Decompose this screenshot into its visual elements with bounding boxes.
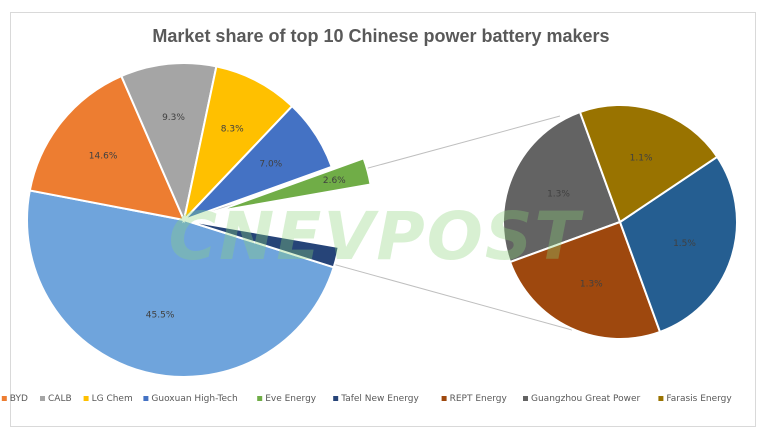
legend-swatch-farasis-energy bbox=[658, 396, 664, 401]
pie-slice-guoxuan-high-tech bbox=[183, 104, 333, 221]
legend-label-byd: BYD bbox=[10, 394, 28, 404]
pie-slice-tafel-new-energy bbox=[183, 219, 340, 269]
slice-label-calb: 9.3% bbox=[162, 113, 185, 123]
legend-label-tafel-new-energy: Tafel New Energy bbox=[340, 394, 419, 404]
pie-slice-catl bbox=[26, 189, 335, 378]
chart-title: Market share of top 10 Chinese power bat… bbox=[152, 26, 609, 46]
legend-swatch-eve-energy bbox=[257, 396, 263, 401]
legend-item-calb: CALB bbox=[40, 394, 72, 404]
secondary-label-other: 1.5% bbox=[673, 239, 696, 249]
pie-slice-byd bbox=[28, 74, 186, 222]
secondary-slice-other bbox=[618, 155, 738, 334]
secondary-slice-farasis-energy bbox=[578, 104, 719, 224]
legend-label-lg-chem: LG Chem bbox=[92, 394, 133, 404]
legend-swatch-tafel-new-energy bbox=[333, 396, 339, 401]
legend-label-rept-energy: REPT Energy bbox=[450, 394, 508, 404]
legend-item-tafel-new-energy: Tafel New Energy bbox=[333, 394, 419, 404]
legend-swatch-guoxuan-high-tech bbox=[143, 396, 149, 401]
slice-label-eve-energy: 2.6% bbox=[323, 176, 346, 186]
secondary-pie bbox=[502, 104, 738, 340]
legend-label-calb: CALB bbox=[48, 394, 72, 404]
main-pie bbox=[26, 62, 372, 378]
legend-label-guangzhou-great-power: Guangzhou Great Power bbox=[531, 394, 641, 404]
legend-item-rept-energy: REPT Energy bbox=[441, 394, 508, 404]
pie-slice-lg-chem bbox=[182, 65, 294, 224]
slice-labels: 45.5% 14.6% 9.3% 8.3% 7.0% 2.6% 1.3% 1.3% 1.5% 1.… bbox=[89, 113, 697, 320]
pie-slice-calb bbox=[120, 62, 218, 224]
legend-swatch-byd bbox=[1, 396, 7, 401]
secondary-label-farasis-energy: 1.1% bbox=[630, 154, 653, 164]
slice-label-catl: 45.5% bbox=[146, 310, 175, 320]
legend-item-eve-energy: Eve Energy bbox=[257, 394, 317, 404]
legend-swatch-calb bbox=[40, 396, 45, 401]
legend-swatch-rept-energy bbox=[441, 396, 447, 401]
slice-label-lg-chem: 8.3% bbox=[221, 124, 244, 134]
legend-label-farasis-energy: Farasis Energy bbox=[666, 394, 732, 404]
legend-item-byd: BYD bbox=[1, 394, 28, 404]
legend-swatch-guangzhou-great-power bbox=[523, 396, 528, 401]
watermark-text: CNEVPOST bbox=[169, 198, 585, 275]
legend-item-guoxuan-high-tech: Guoxuan High-Tech bbox=[143, 394, 238, 404]
secondary-slice-rept-energy bbox=[508, 220, 662, 340]
legend-swatch-lg-chem bbox=[83, 396, 89, 401]
secondary-label-guangzhou-great-power: 1.3% bbox=[547, 189, 570, 199]
slice-label-guoxuan-high-tech: 7.0% bbox=[259, 159, 282, 169]
legend-label-eve-energy: Eve Energy bbox=[265, 394, 317, 404]
legend-item-farasis-energy: Farasis Energy bbox=[658, 394, 732, 404]
slice-label-byd: 14.6% bbox=[89, 151, 118, 161]
secondary-slice-guangzhou-great-power bbox=[502, 110, 622, 264]
legend-item-lg-chem: LG Chem bbox=[83, 394, 133, 404]
legend-item-guangzhou-great-power: Guangzhou Great Power bbox=[523, 394, 641, 404]
secondary-label-rept-energy: 1.3% bbox=[580, 280, 603, 290]
legend-label-guoxuan-high-tech: Guoxuan High-Tech bbox=[151, 394, 237, 404]
pie-slice-eve-energy bbox=[215, 157, 372, 213]
